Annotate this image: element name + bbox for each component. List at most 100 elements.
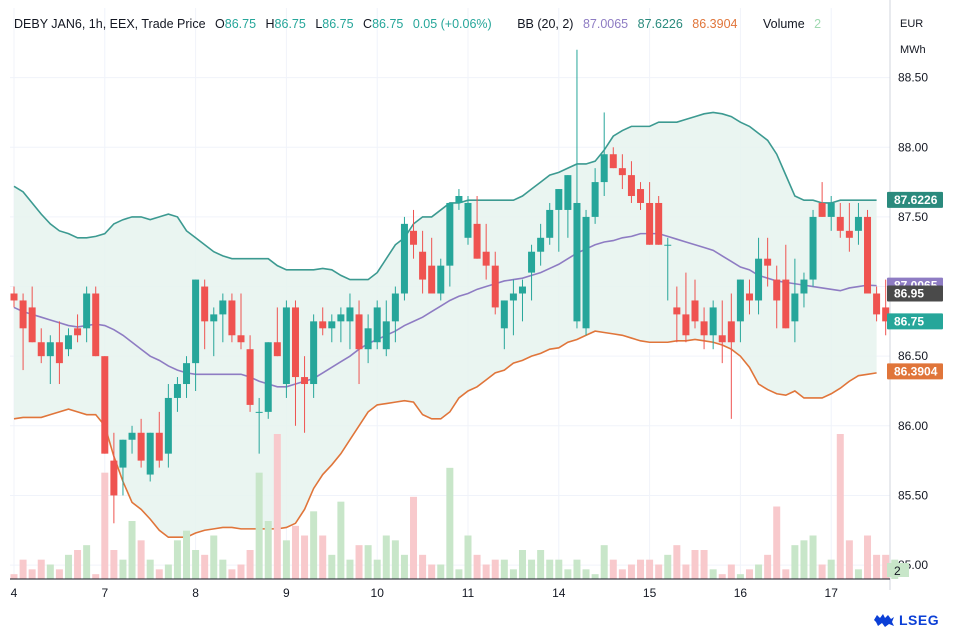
volume-bar bbox=[546, 559, 554, 579]
volume-bar bbox=[518, 550, 526, 579]
lseg-logo[interactable]: LSEG bbox=[872, 612, 939, 628]
legend-open-label: O bbox=[215, 17, 225, 31]
volume-bar bbox=[400, 554, 408, 579]
volume-bar bbox=[618, 569, 626, 579]
volume-bar bbox=[509, 569, 517, 579]
candle-body bbox=[255, 411, 263, 413]
volume-bar bbox=[301, 535, 309, 579]
volume-bar bbox=[74, 550, 82, 579]
volume-bar bbox=[854, 569, 862, 579]
volume-bar bbox=[528, 559, 536, 579]
legend-high-label: H bbox=[265, 17, 275, 31]
volume-bar bbox=[691, 550, 699, 579]
volume-bar bbox=[573, 559, 581, 579]
unit-energy: MWh bbox=[900, 44, 926, 56]
volume-bar bbox=[882, 554, 890, 579]
volume-bar bbox=[355, 545, 363, 579]
candle-body bbox=[192, 279, 200, 364]
candle-body bbox=[637, 189, 645, 203]
legend-open-value: 86.75 bbox=[224, 17, 257, 31]
volume-bar bbox=[328, 554, 336, 579]
candle-body bbox=[19, 300, 27, 329]
volume-bar bbox=[273, 434, 281, 579]
candle-body bbox=[101, 356, 109, 454]
volume-bar bbox=[464, 535, 472, 579]
volume-bar bbox=[346, 559, 354, 579]
legend-bb-label: BB (20, 2) bbox=[517, 17, 574, 31]
volume-bar bbox=[555, 559, 563, 579]
volume-bar bbox=[446, 467, 454, 579]
x-tick-label: 9 bbox=[283, 586, 290, 600]
y-tick-label: 87.50 bbox=[898, 210, 928, 224]
candle-body bbox=[310, 321, 318, 385]
x-tick-label: 10 bbox=[371, 586, 385, 600]
candle-body bbox=[727, 321, 735, 343]
volume-bar bbox=[173, 540, 181, 579]
volume-bar bbox=[591, 574, 599, 579]
candle-body bbox=[845, 230, 853, 238]
price-label-text: 86.3904 bbox=[894, 364, 938, 378]
candle-body bbox=[800, 279, 808, 294]
volume-bar bbox=[291, 525, 299, 579]
candle-body bbox=[137, 432, 145, 461]
chart-legend: DEBY JAN6, 1h, EEX, Trade Price O86.75 H… bbox=[14, 17, 821, 31]
volume-bar bbox=[755, 564, 763, 579]
candle-body bbox=[600, 154, 608, 183]
candle-body bbox=[55, 342, 63, 364]
candle-body bbox=[564, 175, 572, 210]
candle-body bbox=[382, 321, 390, 350]
legend-bb-upper: 87.6226 bbox=[637, 17, 683, 31]
candle-body bbox=[428, 265, 436, 294]
price-label-box bbox=[887, 285, 943, 302]
candle-body bbox=[528, 251, 536, 273]
candle-body bbox=[364, 328, 372, 350]
volume-bar bbox=[582, 569, 590, 579]
volume-bar bbox=[627, 564, 635, 579]
candle-body bbox=[882, 307, 890, 322]
candle-body bbox=[419, 251, 427, 280]
volume-bar bbox=[646, 559, 654, 579]
volume-bar bbox=[428, 564, 436, 579]
volume-bar bbox=[564, 569, 572, 579]
candle-body bbox=[509, 293, 517, 301]
volume-bar bbox=[655, 564, 663, 579]
x-tick-label: 16 bbox=[734, 586, 748, 600]
candle-body bbox=[46, 342, 54, 357]
x-axis-labels: 4 7 8 9 10 11 14 15 16 17 bbox=[11, 586, 839, 600]
y-tick-label: 88.50 bbox=[898, 71, 928, 85]
volume-bar bbox=[146, 559, 154, 579]
volume-bar bbox=[155, 569, 163, 579]
volume-bar bbox=[700, 550, 708, 579]
candle-body bbox=[400, 223, 408, 294]
candle-body bbox=[455, 196, 463, 203]
volume-bar bbox=[64, 554, 72, 579]
x-tick-label: 17 bbox=[825, 586, 839, 600]
candle-body bbox=[836, 216, 844, 231]
x-tick-label: 4 bbox=[11, 586, 18, 600]
volume-bar bbox=[391, 540, 399, 579]
candle-body bbox=[246, 349, 254, 405]
candle-body bbox=[782, 279, 790, 329]
candle-body bbox=[64, 335, 72, 350]
volume-bar bbox=[864, 535, 872, 579]
candle-body bbox=[718, 335, 726, 343]
volume-bar bbox=[873, 554, 881, 579]
candle-body bbox=[764, 258, 772, 266]
volume-bar bbox=[419, 554, 427, 579]
candle-body bbox=[37, 342, 45, 357]
candle-body bbox=[500, 300, 508, 329]
y-tick-label: 86.00 bbox=[898, 419, 928, 433]
y-tick-label: 85.50 bbox=[898, 488, 928, 502]
candle-body bbox=[164, 397, 172, 454]
candle-body bbox=[110, 460, 118, 496]
volume-bar bbox=[845, 540, 853, 579]
volume-bar bbox=[255, 472, 263, 579]
volume-bar bbox=[818, 564, 826, 579]
candle-body bbox=[173, 384, 181, 398]
candle-body bbox=[446, 202, 454, 266]
volume-bar bbox=[609, 559, 617, 579]
candle-body bbox=[328, 321, 336, 329]
candle-body bbox=[682, 314, 690, 336]
